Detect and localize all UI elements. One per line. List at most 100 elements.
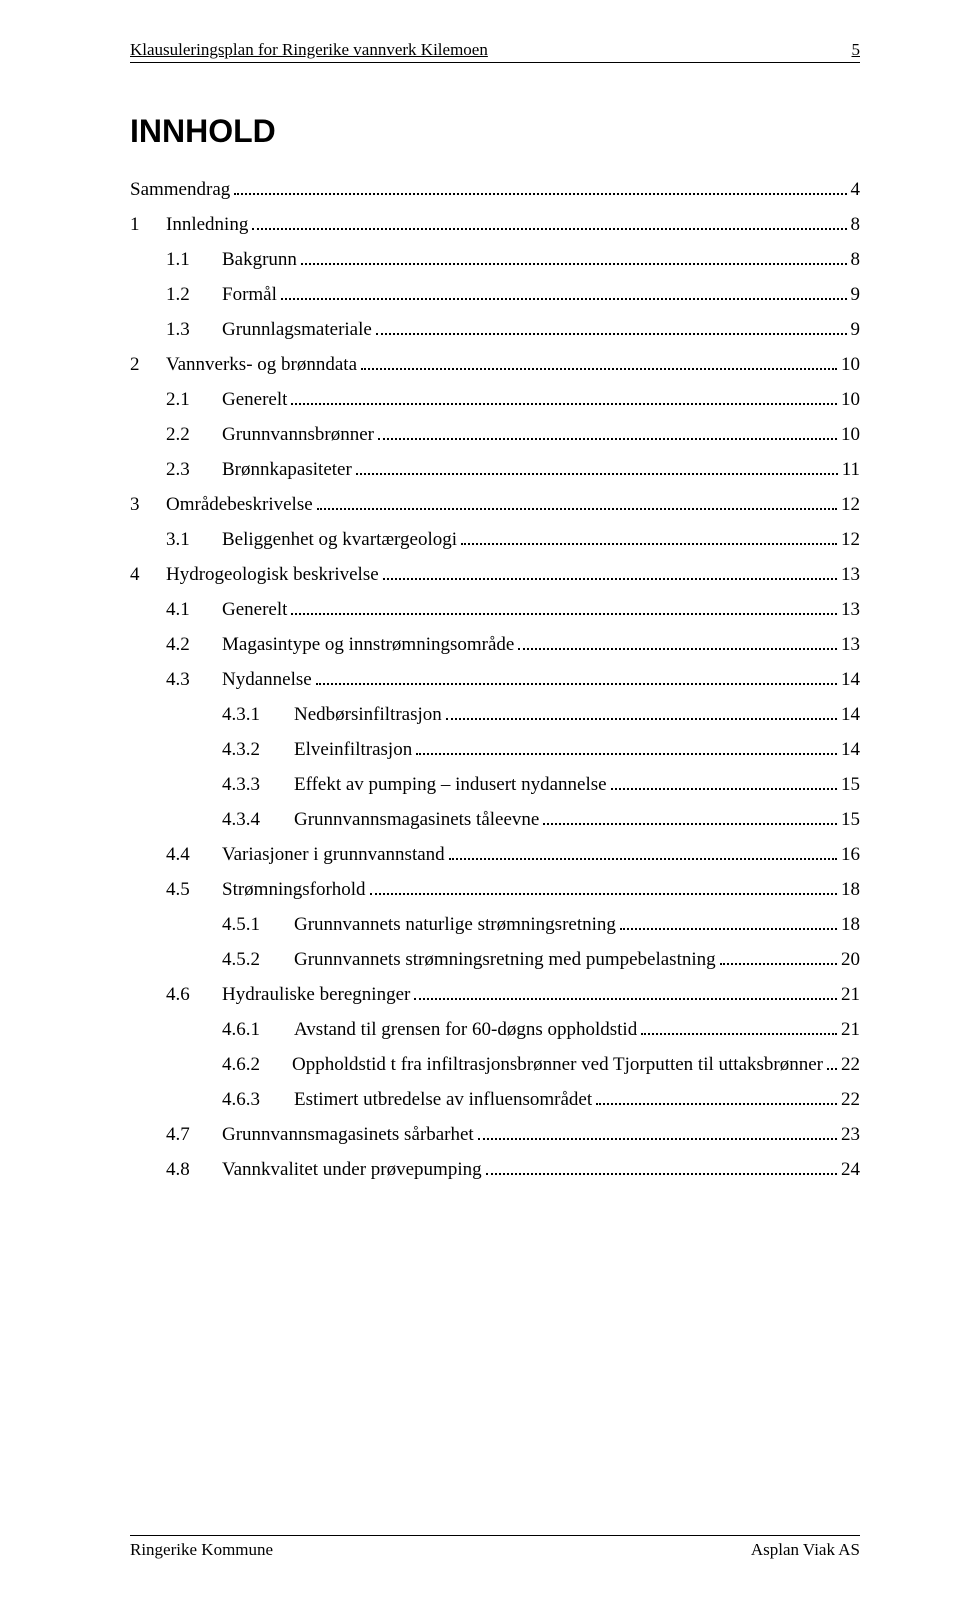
- toc-entry: 4Hydrogeologisk beskrivelse 13: [130, 565, 860, 584]
- toc-leader-dots: [370, 893, 837, 895]
- toc-entry-number: 2.3: [166, 460, 222, 479]
- toc-entry-number: 4.2: [166, 635, 222, 654]
- toc-leader-dots: [827, 1068, 837, 1070]
- toc-leader-dots: [461, 543, 837, 545]
- toc-leader-dots: [316, 683, 837, 685]
- toc-entry: 4.8Vannkvalitet under prøvepumping 24: [166, 1160, 860, 1179]
- table-of-contents: Sammendrag 41Innledning 81.1Bakgrunn 81.…: [130, 180, 860, 1179]
- toc-entry-number: 1.1: [166, 250, 222, 269]
- toc-leader-dots: [641, 1033, 837, 1035]
- toc-entry-page: 23: [841, 1125, 860, 1144]
- toc-entry-text: Vannverks- og brønndata: [166, 355, 357, 374]
- header-page-number: 5: [852, 40, 861, 60]
- toc-entry-number: 4.3.4: [222, 810, 294, 829]
- toc-entry-number: 4.6.1: [222, 1020, 294, 1039]
- toc-entry-number: 4.7: [166, 1125, 222, 1144]
- toc-entry-page: 9: [851, 285, 861, 304]
- toc-entry: 4.6.3Estimert utbredelse av influensområ…: [222, 1090, 860, 1109]
- toc-entry-text: Formål: [222, 285, 277, 304]
- toc-entry-text: Grunnvannsmagasinets sårbarhet: [222, 1125, 474, 1144]
- toc-entry-page: 24: [841, 1160, 860, 1179]
- toc-entry-page: 21: [841, 985, 860, 1004]
- toc-entry-text: Vannkvalitet under prøvepumping: [222, 1160, 482, 1179]
- toc-entry-text: Innledning: [166, 215, 248, 234]
- toc-entry-page: 18: [841, 880, 860, 899]
- toc-entry-number: 1.3: [166, 320, 222, 339]
- toc-entry: 4.7Grunnvannsmagasinets sårbarhet 23: [166, 1125, 860, 1144]
- toc-leader-dots: [416, 753, 837, 755]
- toc-entry-number: 4.5: [166, 880, 222, 899]
- toc-leader-dots: [301, 263, 847, 265]
- toc-leader-dots: [446, 718, 837, 720]
- toc-entry: 4.4Variasjoner i grunnvannstand 16: [166, 845, 860, 864]
- toc-entry-page: 9: [851, 320, 861, 339]
- toc-leader-dots: [620, 928, 837, 930]
- toc-entry: 4.3.4Grunnvannsmagasinets tåleevne 15: [222, 810, 860, 829]
- toc-entry-number: 4.5.2: [222, 950, 294, 969]
- toc-entry-text: Bakgrunn: [222, 250, 297, 269]
- toc-entry-number: 2.2: [166, 425, 222, 444]
- toc-entry: 4.5.1Grunnvannets naturlige strømningsre…: [222, 915, 860, 934]
- toc-entry: 1Innledning 8: [130, 215, 860, 234]
- toc-entry-page: 4: [851, 180, 861, 199]
- toc-entry-page: 18: [841, 915, 860, 934]
- toc-entry-text: Grunnvannets strømningsretning med pumpe…: [294, 950, 716, 969]
- toc-entry-number: 4.3.1: [222, 705, 294, 724]
- toc-entry-number: 1.2: [166, 285, 222, 304]
- toc-entry: 4.5.2Grunnvannets strømningsretning med …: [222, 950, 860, 969]
- toc-entry-number: 3.1: [166, 530, 222, 549]
- toc-entry: 4.6.2Oppholdstid t fra infiltrasjonsbrøn…: [222, 1055, 860, 1074]
- toc-entry-text: Grunnvannsmagasinets tåleevne: [294, 810, 539, 829]
- toc-entry: 2Vannverks- og brønndata 10: [130, 355, 860, 374]
- toc-leader-dots: [414, 998, 837, 1000]
- toc-leader-dots: [543, 823, 837, 825]
- toc-entry-text: Magasintype og innstrømningsområde: [222, 635, 514, 654]
- toc-entry: 4.2Magasintype og innstrømningsområde 13: [166, 635, 860, 654]
- toc-entry: 4.6.1Avstand til grensen for 60-døgns op…: [222, 1020, 860, 1039]
- toc-entry-page: 13: [841, 565, 860, 584]
- toc-entry: 3.1Beliggenhet og kvartærgeologi 12: [166, 530, 860, 549]
- toc-entry-text: Elveinfiltrasjon: [294, 740, 412, 759]
- toc-entry-text: Beliggenhet og kvartærgeologi: [222, 530, 457, 549]
- toc-entry: 1.1Bakgrunn 8: [166, 250, 860, 269]
- toc-entry: 1.3Grunnlagsmateriale 9: [166, 320, 860, 339]
- toc-entry-page: 8: [851, 250, 861, 269]
- toc-entry-number: 4.1: [166, 600, 222, 619]
- toc-entry-text: Oppholdstid t fra infiltrasjonsbrønner v…: [292, 1055, 823, 1074]
- toc-entry-page: 15: [841, 775, 860, 794]
- toc-entry: 4.3Nydannelse 14: [166, 670, 860, 689]
- toc-leader-dots: [720, 963, 837, 965]
- toc-entry: 4.5Strømningsforhold 18: [166, 880, 860, 899]
- toc-entry-text: Hydrogeologisk beskrivelse: [166, 565, 379, 584]
- toc-entry-number: 4.4: [166, 845, 222, 864]
- toc-entry-page: 16: [841, 845, 860, 864]
- toc-entry: 3Områdebeskrivelse 12: [130, 495, 860, 514]
- toc-entry-number: 4.5.1: [222, 915, 294, 934]
- footer-right: Asplan Viak AS: [751, 1540, 860, 1560]
- toc-leader-dots: [449, 858, 837, 860]
- toc-entry-page: 10: [841, 390, 860, 409]
- toc-leader-dots: [291, 403, 837, 405]
- toc-leader-dots: [252, 228, 846, 230]
- toc-entry: 2.1Generelt 10: [166, 390, 860, 409]
- toc-entry-page: 22: [841, 1055, 860, 1074]
- toc-leader-dots: [281, 298, 847, 300]
- toc-entry-page: 11: [842, 460, 860, 479]
- toc-entry-text: Effekt av pumping – indusert nydannelse: [294, 775, 607, 794]
- toc-entry: 4.1Generelt 13: [166, 600, 860, 619]
- toc-entry-page: 14: [841, 705, 860, 724]
- document-page: Klausuleringsplan for Ringerike vannverk…: [0, 0, 960, 1620]
- toc-entry-page: 10: [841, 355, 860, 374]
- toc-entry-text: Nydannelse: [222, 670, 312, 689]
- toc-entry-number: 4.3: [166, 670, 222, 689]
- toc-leader-dots: [611, 788, 837, 790]
- toc-entry-page: 14: [841, 740, 860, 759]
- toc-entry-text: Grunnlagsmateriale: [222, 320, 372, 339]
- toc-entry-text: Brønnkapasiteter: [222, 460, 352, 479]
- toc-entry-number: 4.6.3: [222, 1090, 294, 1109]
- toc-entry-page: 12: [841, 530, 860, 549]
- toc-entry-number: 4.3.3: [222, 775, 294, 794]
- footer-left: Ringerike Kommune: [130, 1540, 273, 1560]
- toc-entry-page: 13: [841, 635, 860, 654]
- toc-leader-dots: [518, 648, 837, 650]
